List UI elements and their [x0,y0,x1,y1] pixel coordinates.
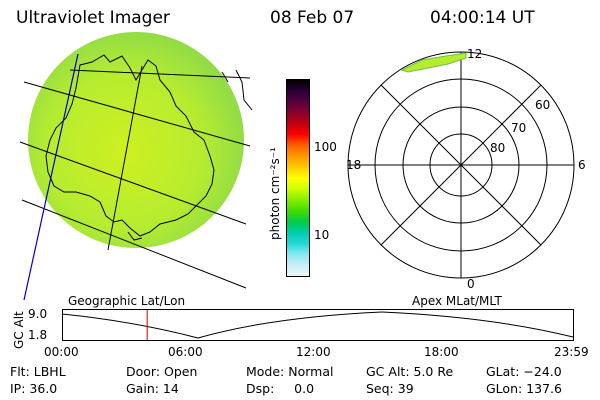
colorbar [286,79,310,277]
mlt-label-12: 12 [467,47,483,61]
time-tick-0000: 00:00 [44,345,79,359]
image-date: 08 Feb 07 [270,8,355,28]
globe-label: Geographic Lat/Lon [68,294,186,308]
mlt-label-0: 0 [467,277,475,291]
lat-label-70: 70 [511,121,527,135]
aurora-image-fragment [400,52,467,73]
colorbar-label: photon cm⁻²s⁻¹ [268,147,282,240]
status-gain: Gain: 14 [126,381,179,396]
lat-lon-grid [19,65,251,289]
image-time: 04:00:14 UT [430,8,535,28]
status-ip: IP: 36.0 [10,381,58,396]
time-tick-1200: 12:00 [296,345,331,359]
status-filter: Flt: LBHL [10,364,66,379]
terminator-line [23,53,79,301]
timeline-ytick-bottom: 1.8 [28,328,48,342]
status-mode: Mode: Normal [246,364,334,379]
status-seq: Seq: 39 [366,381,414,396]
time-tick-1800: 18:00 [424,345,459,359]
status-gc-alt: GC Alt: 5.0 Re [366,364,454,379]
status-dsp: Dsp: 0.0 [246,381,315,396]
coastline [127,231,143,241]
mlt-diagonal [380,84,542,246]
colorbar-tick-100: 100 [314,140,337,154]
globe-image [19,32,253,301]
time-tick-2359: 23:59 [554,345,589,359]
lat-label-60: 60 [535,98,551,112]
altitude-timeline [61,309,574,341]
status-door: Door: Open [126,364,198,379]
mlt-label-6: 6 [578,158,586,172]
polar-label: Apex MLat/MLT [412,294,502,308]
timeline-ytick-top: 9.0 [28,307,48,321]
polar-plot [347,51,575,279]
instrument-title: Ultraviolet Imager [16,8,170,28]
mlt-label-18: 18 [346,158,362,172]
coastline [45,54,215,237]
lat-label-80: 80 [490,141,506,155]
status-glon: GLon: 137.6 [486,381,562,396]
status-glat: GLat: −24.0 [486,364,562,379]
colorbar-tick-10: 10 [314,228,330,242]
timeline-ylabel: GC Alt [12,311,26,349]
altitude-curve [61,311,574,339]
time-tick-0600: 06:00 [168,345,203,359]
